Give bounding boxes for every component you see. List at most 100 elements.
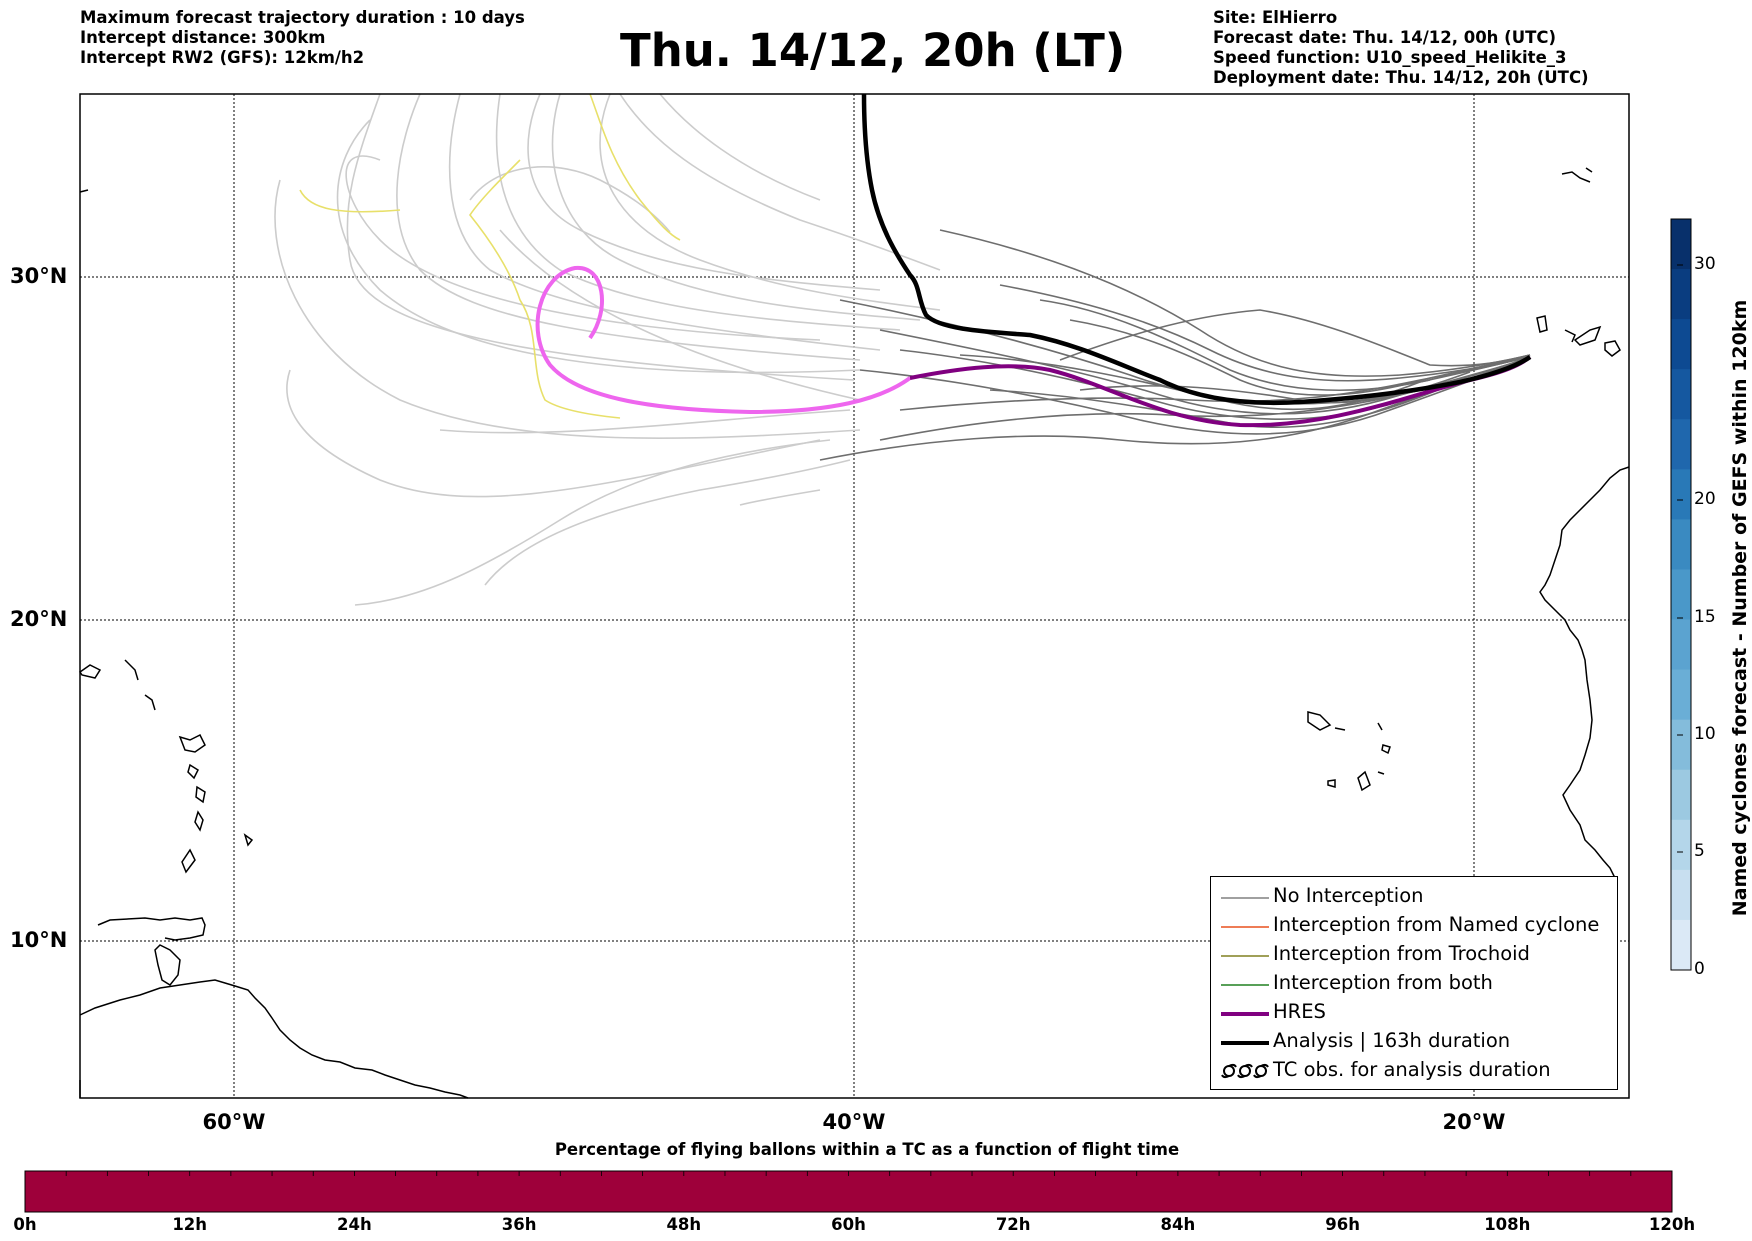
cbar-label-15: 15 [1694,607,1716,627]
colorbar-band [1671,669,1691,721]
light-track [345,155,821,341]
azores-island-2 [1585,167,1593,173]
light-track [551,93,921,321]
lon-label-20w: 20°W [1442,1110,1506,1134]
canary-island-2 [1564,329,1576,343]
island-d [178,733,206,753]
island-c [144,694,156,711]
time-tick-60h: 60h [831,1215,866,1234]
max-duration-text: Maximum forecast trajectory duration : 1… [80,8,525,27]
colorbar-band [1671,619,1691,671]
colorbar-band [1671,369,1691,420]
time-tick-72h: 72h [995,1215,1031,1234]
legend-label: HRES [1273,1000,1326,1023]
colorbar-band [1671,919,1691,971]
light-track [396,93,861,361]
legend-label: Interception from Trochoid [1273,942,1530,965]
cbar-label-10: 10 [1694,724,1716,744]
canary-island-4 [1604,340,1621,357]
cape-verde-2 [1334,727,1346,731]
island-h [181,848,196,874]
lat-label-20n: 20°N [10,607,68,631]
intercept-distance-text: Intercept distance: 300km [80,28,326,47]
cyclone-symbol-icon [1221,1063,1269,1079]
canary-island-1 [1536,315,1548,333]
legend-label: Interception from Named cyclone [1273,913,1600,936]
colorbar-band [1671,469,1691,520]
cape-verde-5 [1327,779,1336,788]
colorbar-band [1671,519,1691,570]
legend-item-no-interception: No Interception [1211,881,1617,910]
hispaniola-coast [97,917,206,941]
time-tick-24h: 24h [337,1215,372,1234]
deployment-date-text: Deployment date: Thu. 14/12, 20h (UTC) [1213,68,1589,87]
colorbar-title: Named cyclones forecast - Number of GEFS… [1729,299,1751,917]
time-tick-12h: 12h [172,1215,208,1234]
ensemble-light-tracks [274,93,941,606]
header-right-info: Site: ElHierro Forecast date: Thu. 14/12… [1213,8,1589,88]
cape-verde-7 [1377,771,1385,775]
cyclone-colorbar-ticks [1677,264,1683,971]
cape-verde-4 [1381,744,1391,755]
light-track [495,93,901,331]
light-track [439,409,851,434]
legend-item-tc-obs: TC obs. for analysis duration [1211,1055,1617,1084]
light-track [659,93,821,201]
colorbar-band [1671,319,1691,370]
dark-track [939,229,1531,377]
legend-label: Interception from both [1273,971,1493,994]
time-tick-0h: 0h [13,1215,37,1234]
speed-function-text: Speed function: U10_speed_Helikite_3 [1213,48,1567,67]
cyclone-colorbar [1670,218,1692,971]
legend-line-both [1221,984,1269,986]
island-a [78,664,102,679]
colorbar-band [1671,569,1691,621]
colorbar-band [1671,769,1691,821]
colorbar-band [1671,869,1691,921]
dark-track [1059,309,1531,367]
dark-track [1039,299,1431,391]
time-tick-84h: 84h [1160,1215,1196,1234]
time-tick-120h: 120h [1648,1215,1696,1234]
cape-verde-6 [1357,770,1371,792]
time-tick-108h: 108h [1484,1215,1531,1234]
island-b [124,659,139,681]
legend-label: Analysis | 163h duration [1273,1029,1511,1052]
dark-track [879,356,1531,441]
legend-line-trochoid [1221,955,1269,957]
colorbar-band [1671,819,1691,871]
lon-label-40w: 40°W [822,1110,886,1134]
africa-coast [1539,466,1630,879]
light-track [599,93,941,311]
light-track [739,489,821,506]
south-america-coast [79,979,469,1099]
time-tick-36h: 36h [501,1215,537,1234]
intercept-rw2-text: Intercept RW2 (GFS): 12km/h2 [80,48,365,67]
colorbar-band [1671,719,1691,771]
ensemble-yellow-tracks [299,93,681,419]
island-j [79,189,89,193]
island-e [187,763,199,780]
legend-item-both: Interception from both [1211,968,1617,997]
light-track [274,179,861,439]
map-legend: No Interception Interception from Named … [1210,876,1618,1090]
map-frame [79,93,1630,1099]
time-tick-96h: 96h [1325,1215,1360,1234]
colorbar-band [1671,219,1691,270]
light-track [354,439,831,606]
cape-verde-1 [1307,711,1332,731]
legend-line-analysis [1221,1041,1269,1045]
yellow-track [589,93,681,241]
legend-item-named-cyclone: Interception from Named cyclone [1211,910,1617,939]
analysis-track [861,93,1532,406]
dark-track [1069,319,1531,396]
cbar-label-5: 5 [1694,841,1705,861]
hres-extension-track [535,265,912,415]
light-track [499,229,861,401]
cbar-label-0: 0 [1694,959,1705,979]
lat-label-30n: 30°N [10,264,68,288]
light-track [336,119,861,374]
venezuela-coast [154,944,181,986]
dark-track [959,354,1531,411]
time-tick-48h: 48h [666,1215,702,1234]
